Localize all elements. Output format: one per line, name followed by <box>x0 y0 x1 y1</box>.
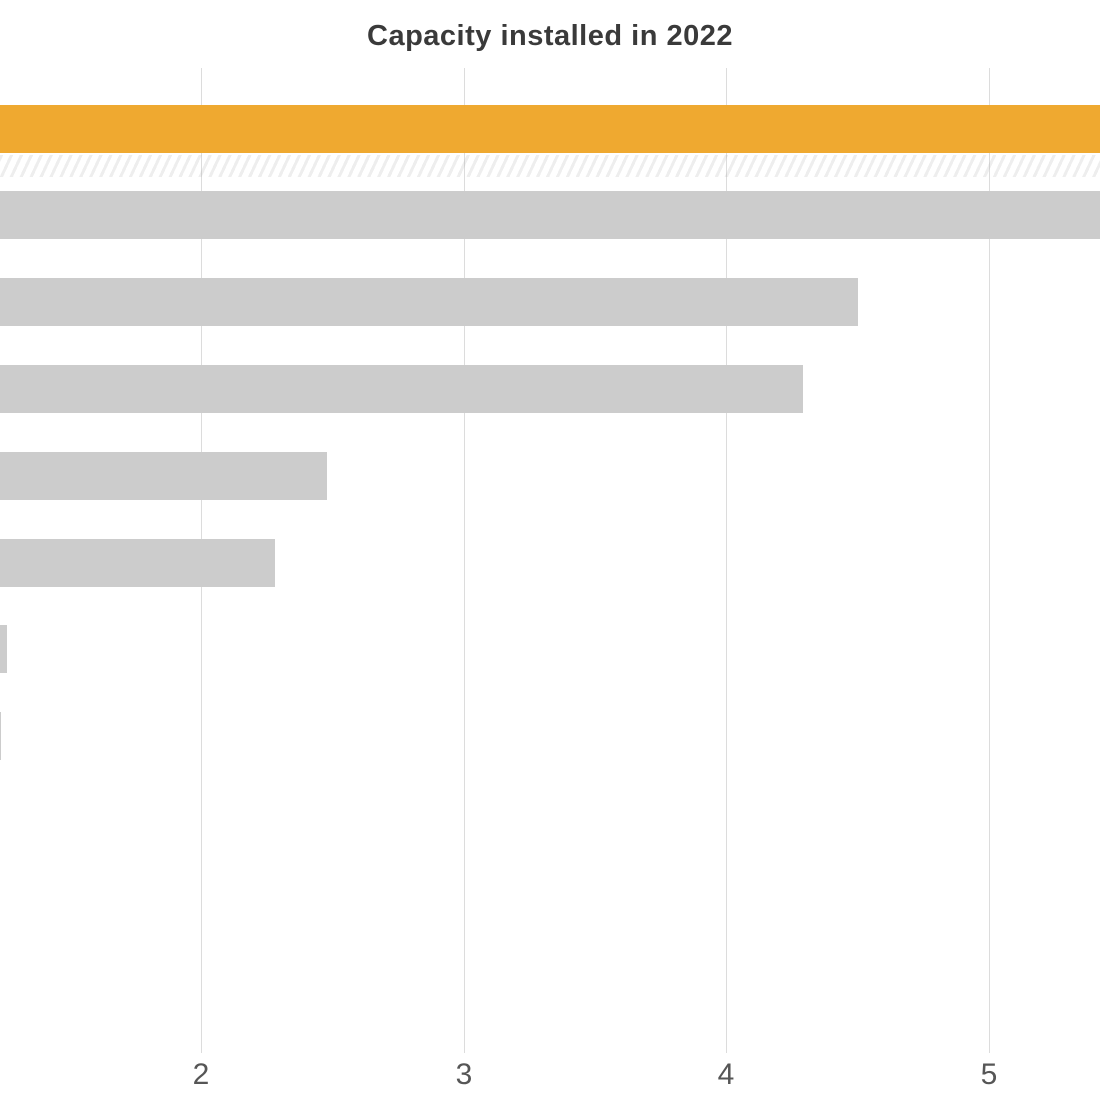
bar[interactable] <box>0 452 327 500</box>
bar[interactable] <box>0 191 1100 239</box>
bar[interactable] <box>0 365 803 413</box>
highlighted-bar[interactable] <box>0 105 1100 153</box>
faint-hatch-band <box>0 155 1100 177</box>
bar[interactable] <box>0 625 7 673</box>
bar[interactable] <box>0 539 275 587</box>
bar[interactable] <box>0 712 1 760</box>
gridline-x-3 <box>464 68 465 1053</box>
x-tick-label-3: 3 <box>455 1058 473 1091</box>
x-tick-label-2: 2 <box>192 1058 210 1091</box>
gridline-x-5 <box>989 68 990 1053</box>
bar[interactable] <box>0 278 858 326</box>
x-tick-label-4: 4 <box>717 1058 735 1091</box>
chart-title: Capacity installed in 2022 <box>367 20 733 52</box>
x-tick-label-5: 5 <box>980 1058 998 1091</box>
gridline-x-4 <box>726 68 727 1053</box>
